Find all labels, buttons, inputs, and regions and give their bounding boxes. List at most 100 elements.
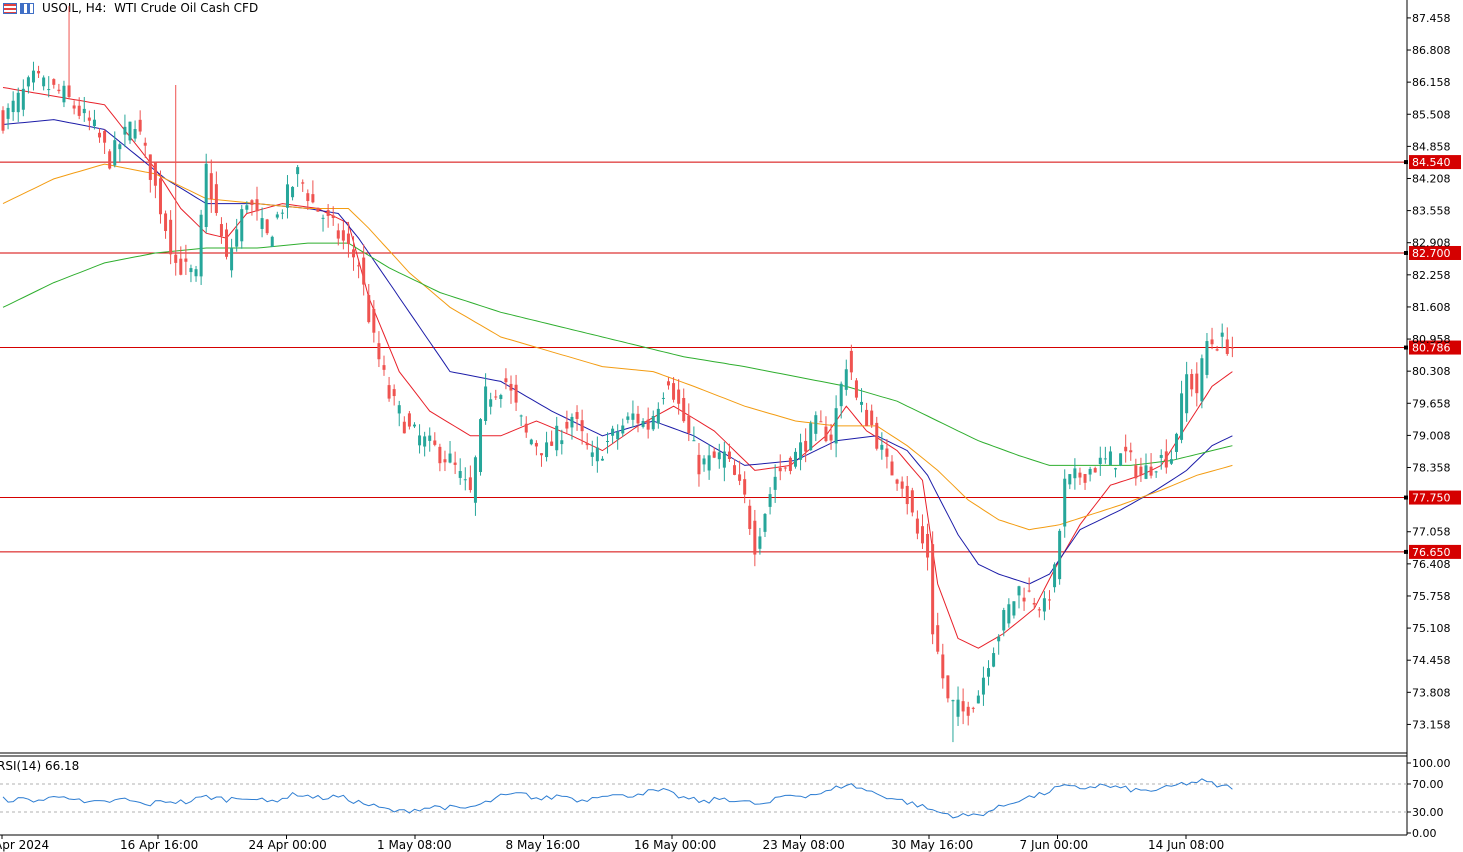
header-timeframe: H4: (85, 1, 107, 15)
candle-bull (1174, 433, 1178, 452)
time-tick-label: 16 Apr 16:00 (120, 838, 198, 852)
candle-bull (987, 668, 991, 677)
candle-bull (717, 452, 721, 460)
candle-bear (509, 383, 513, 391)
candle-bear (1190, 373, 1194, 390)
candle-bear (890, 461, 894, 476)
candle-bear (936, 625, 940, 652)
candle-bull (758, 536, 762, 549)
candle-bear (1083, 473, 1087, 483)
candle-bear (966, 706, 970, 716)
candle-bear (494, 396, 498, 398)
candle-bear (77, 105, 81, 116)
candle-bear (108, 151, 112, 169)
candle-bull (834, 408, 838, 444)
candle-bear (377, 343, 381, 360)
candle-bull (230, 247, 234, 271)
candle-bear (961, 701, 965, 712)
candle-bull (1159, 454, 1163, 458)
candle-bear (926, 533, 930, 558)
candle-bear (174, 254, 178, 263)
candle-bear (52, 79, 56, 85)
candle-bear (1149, 466, 1153, 476)
candle-bear (1124, 446, 1128, 452)
price-tick-label: 86.808 (1412, 44, 1451, 57)
candle-bull (82, 108, 86, 114)
candle-bull (1058, 530, 1062, 580)
candle-bear (885, 448, 889, 457)
price-tick-label: 86.158 (1412, 76, 1451, 89)
candle-bull (11, 100, 15, 113)
candle-bear (504, 378, 508, 383)
candle-bull (484, 386, 488, 421)
rsi-tick-label: 100.00 (1412, 757, 1451, 770)
level-marker (1404, 495, 1408, 500)
candle-bull (606, 440, 610, 442)
candle-bull (245, 205, 249, 210)
candle-bear (367, 295, 371, 323)
candle-bear (672, 383, 676, 400)
candle-bear (946, 675, 950, 699)
time-tick-label: 7 Jun 00:00 (1020, 838, 1089, 852)
candle-bull (1185, 374, 1189, 414)
candle-bull (1103, 458, 1107, 460)
candle-bull (1154, 471, 1158, 473)
candle-bear (468, 477, 472, 491)
candle-bear (1093, 468, 1097, 473)
candle-bull (113, 140, 117, 166)
candle-bull (21, 88, 25, 110)
candle-bear (138, 119, 142, 132)
candle-bull (128, 121, 132, 141)
candle-bear (829, 434, 833, 441)
candle-bull (844, 369, 848, 390)
candle-bull (707, 455, 711, 471)
candle-bear (875, 422, 879, 449)
candle-bull (981, 677, 985, 695)
candle-bull (1200, 358, 1204, 402)
candle-bull (651, 416, 655, 430)
time-tick-label: Apr 2024 (0, 838, 49, 852)
candle-bull (270, 236, 274, 247)
candle-bear (225, 229, 229, 257)
candle-bear (362, 257, 366, 285)
candle-bull (656, 408, 660, 424)
candle-bear (67, 85, 71, 97)
candle-bull (956, 699, 960, 717)
candle-bear (895, 479, 899, 484)
price-tick-label: 74.458 (1412, 654, 1451, 667)
price-tick-label: 77.058 (1412, 526, 1451, 539)
level-label-bg (1409, 340, 1461, 355)
candle-bear (677, 389, 681, 404)
candle-bear (209, 173, 213, 200)
candle-bear (311, 194, 315, 203)
candle-bear (148, 154, 152, 180)
chart-type-icon[interactable] (20, 2, 34, 14)
candle-bull (616, 431, 620, 440)
candle-bear (341, 230, 345, 241)
candle-bear (697, 454, 701, 475)
price-tick-label: 78.358 (1412, 462, 1451, 475)
candle-bull (692, 440, 696, 442)
candle-bear (1210, 339, 1214, 345)
candle-bear (1139, 466, 1143, 476)
candle-bear (1, 110, 5, 131)
price-tick-label: 80.308 (1412, 365, 1451, 378)
candle-bear (854, 380, 858, 398)
candle-bear (357, 265, 361, 267)
candle-bull (763, 513, 767, 532)
price-tick-label: 87.458 (1412, 12, 1451, 25)
candle-bull (570, 416, 574, 428)
candle-bull (839, 383, 843, 407)
candle-bull (631, 413, 635, 420)
candle-bull (1088, 468, 1092, 475)
candle-bear (783, 467, 787, 469)
candle-bull (280, 212, 284, 214)
candle-bear (453, 462, 457, 465)
symbol-list-icon[interactable] (3, 2, 17, 14)
candle-bull (555, 425, 559, 451)
candle-bull (189, 268, 193, 273)
candle-bull (529, 439, 533, 445)
price-tick-label: 76.408 (1412, 558, 1451, 571)
candle-bear (539, 453, 543, 456)
